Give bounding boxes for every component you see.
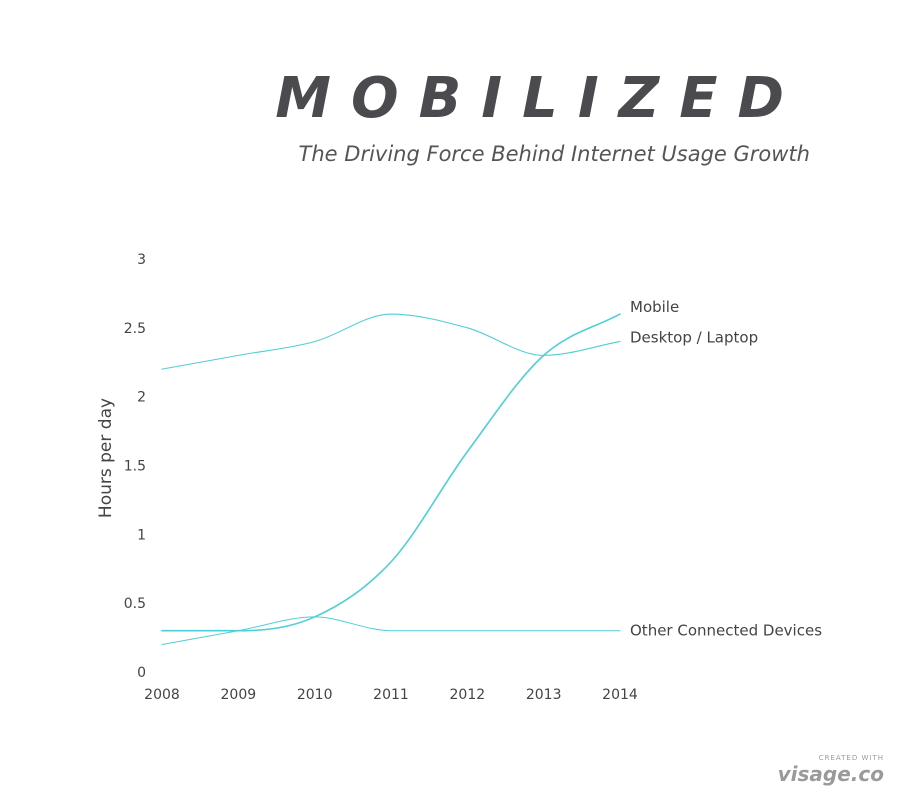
credit-logo: visage.co — [777, 762, 884, 786]
x-tick-label: 2013 — [526, 687, 562, 703]
series-labels: Mobile Desktop / Laptop Other Connected De… — [630, 298, 822, 640]
y-tick-label: 1 — [137, 527, 146, 543]
y-axis-ticks: 0 0.5 1 1.5 2 2.5 3 — [124, 252, 146, 681]
x-tick-label: 2011 — [373, 687, 409, 703]
series-lines — [161, 313, 621, 645]
y-tick-label: 3 — [137, 252, 146, 268]
y-tick-label: 0 — [137, 665, 146, 681]
page-subtitle: The Driving Force Behind Internet Usage … — [298, 142, 810, 166]
x-axis-ticks: 2008 2009 2010 2011 2012 2013 2014 — [144, 687, 638, 703]
x-tick-label: 2009 — [221, 687, 257, 703]
x-tick-label: 2008 — [144, 687, 180, 703]
series-line-other-connected-devices — [161, 616, 621, 645]
series-line-desktop-laptop — [161, 313, 621, 370]
series-label-mobile: Mobile — [630, 298, 679, 316]
x-tick-label: 2010 — [297, 687, 333, 703]
y-tick-label: 2 — [137, 390, 146, 406]
credit-caption: CREATED WITH — [818, 754, 884, 762]
series-line-mobile — [161, 313, 621, 632]
y-axis-label: Hours per day — [96, 398, 116, 518]
x-tick-label: 2014 — [602, 687, 638, 703]
x-tick-label: 2012 — [450, 687, 486, 703]
y-tick-label: 0.5 — [124, 596, 146, 612]
series-label-desktop-laptop: Desktop / Laptop — [630, 329, 758, 347]
y-tick-label: 2.5 — [124, 321, 146, 337]
y-tick-label: 1.5 — [124, 459, 146, 475]
page-title: MOBILIZED — [275, 66, 804, 131]
credit-badge: CREATED WITH visage.co — [778, 754, 884, 785]
series-label-other-connected-devices: Other Connected Devices — [630, 622, 822, 640]
